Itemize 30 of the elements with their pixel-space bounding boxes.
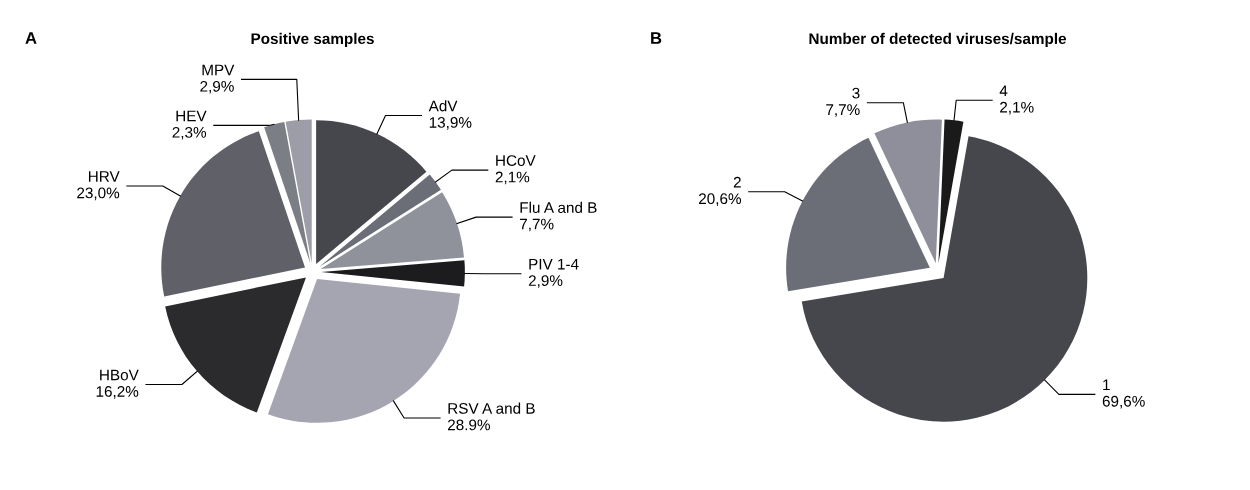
slice-label: AdV xyxy=(428,100,458,112)
data-label: 2,9% xyxy=(528,275,563,288)
chart-title: Number of detected viruses/sample xyxy=(809,32,1067,48)
data-label: 20,6% xyxy=(699,193,742,206)
data-label: 2,1% xyxy=(495,171,530,185)
slice-label: HRV xyxy=(88,171,120,182)
slice-label: Flu A and B xyxy=(520,201,597,214)
slice-label: 1 xyxy=(1103,379,1110,391)
data-label: 2,1% xyxy=(1000,101,1034,115)
data-label: 2,9% xyxy=(200,80,234,94)
slice-label: HEV xyxy=(176,110,207,122)
slice-label: RSV A and B xyxy=(448,402,535,414)
slice-label: 3 xyxy=(852,87,860,99)
text: A xyxy=(25,32,37,44)
data-label: 69,6% xyxy=(1102,395,1145,409)
data-label: 7,7% xyxy=(520,218,554,232)
data-label: 7,7% xyxy=(826,104,860,117)
chart-title: Positive samples xyxy=(251,32,374,48)
data-label: 16,2% xyxy=(96,386,139,399)
data-label: 2,3% xyxy=(172,126,207,140)
slice-label: PIV 1-4 xyxy=(529,258,579,270)
slice-label: HBoV xyxy=(100,369,139,381)
data-label: 13,9% xyxy=(429,117,472,130)
slice-label: MPV xyxy=(202,64,235,76)
slice-label: HCoV xyxy=(496,155,536,166)
slice-label: 2 xyxy=(733,176,741,188)
data-label: 28.9% xyxy=(447,419,490,431)
slice-label: 4 xyxy=(999,85,1008,97)
text: B xyxy=(651,32,662,44)
data-label: 23,0% xyxy=(77,187,120,201)
